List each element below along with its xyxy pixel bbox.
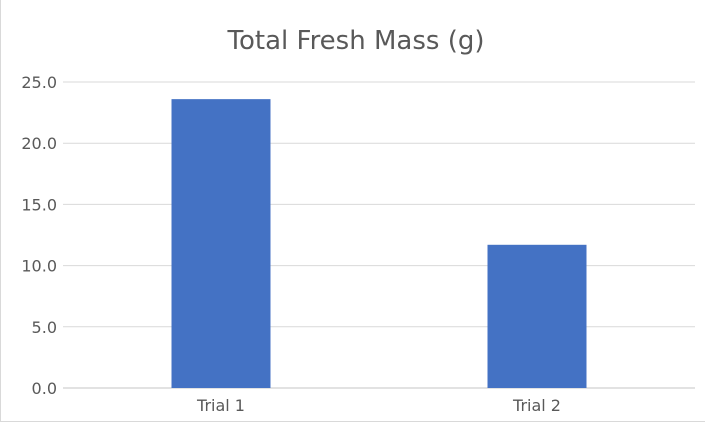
bar-trial-2 [487, 244, 587, 388]
chart-title: Total Fresh Mass (g) [227, 26, 485, 56]
y-tick-label: 15.0 [21, 195, 57, 214]
bar-trial-1 [171, 99, 271, 389]
y-tick-label: 25.0 [21, 73, 57, 92]
x-axis-category-labels: Trial 1 Trial 2 [196, 396, 561, 415]
y-tick-label: 5.0 [32, 318, 57, 337]
y-tick-label: 20.0 [21, 134, 57, 153]
y-axis-tick-labels: 0.0 5.0 10.0 15.0 20.0 25.0 [21, 73, 57, 398]
bars [171, 99, 587, 389]
x-category-label: Trial 2 [512, 396, 561, 415]
gridlines [63, 81, 695, 389]
y-tick-label: 10.0 [21, 257, 57, 276]
y-tick-label: 0.0 [32, 379, 57, 398]
x-category-label: Trial 1 [196, 396, 245, 415]
